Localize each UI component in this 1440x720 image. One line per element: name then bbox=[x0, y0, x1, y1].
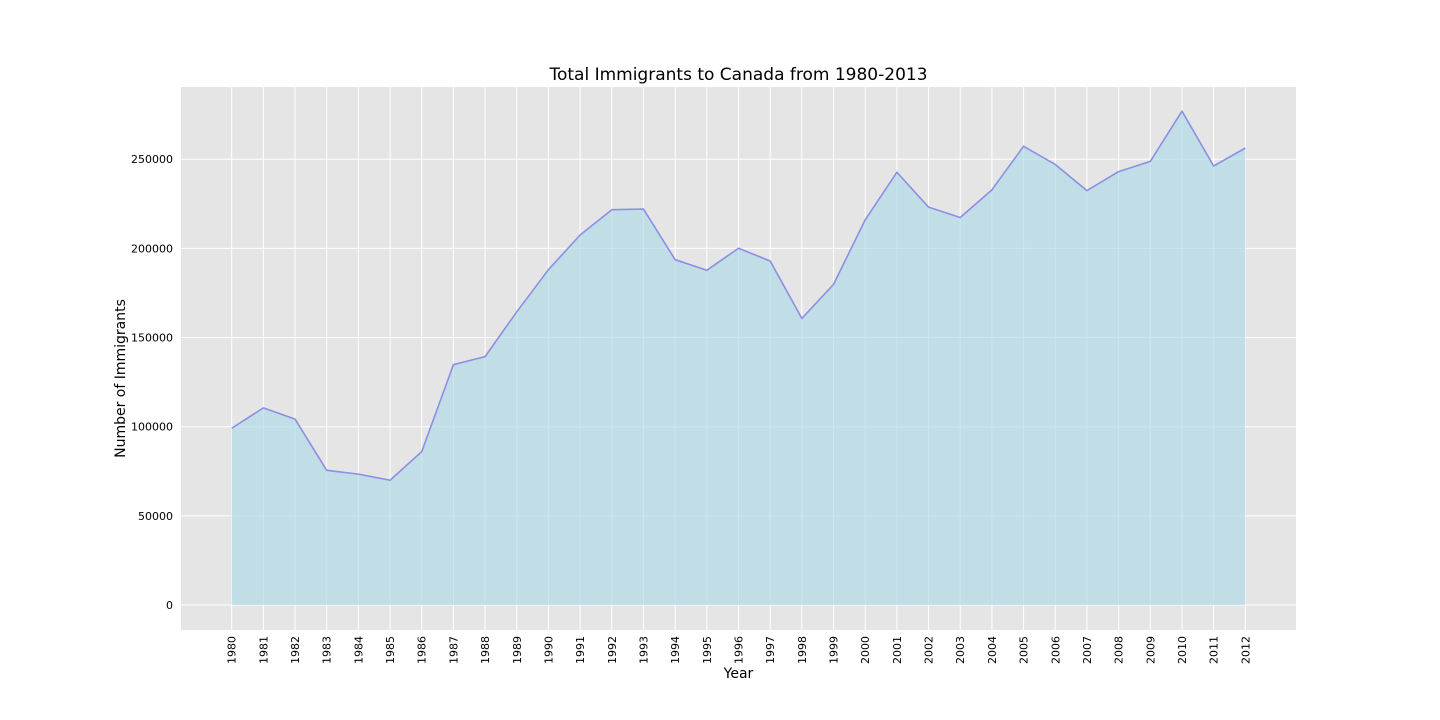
x-tick-label: 1991 bbox=[574, 636, 587, 664]
x-tick-label: 2011 bbox=[1208, 636, 1221, 664]
x-tick-label: 2012 bbox=[1239, 636, 1252, 664]
x-tick-label: 1996 bbox=[733, 636, 746, 664]
x-tick-label: 2000 bbox=[859, 636, 872, 664]
x-tick-label: 2006 bbox=[1049, 636, 1062, 664]
area-fill bbox=[231, 111, 1246, 606]
x-tick-label: 1993 bbox=[637, 636, 650, 664]
x-tick-label: 1990 bbox=[542, 636, 555, 664]
x-tick-label: 1987 bbox=[447, 636, 460, 664]
x-tick-label: 1980 bbox=[226, 636, 239, 664]
y-tick-label: 0 bbox=[166, 599, 173, 612]
x-tick-label: 1982 bbox=[289, 636, 302, 664]
x-tick-label: 2004 bbox=[986, 636, 999, 664]
x-tick-label: 1989 bbox=[511, 636, 524, 664]
y-tick-label: 250000 bbox=[131, 153, 173, 166]
x-tick-label: 1994 bbox=[669, 636, 682, 664]
x-tick-label: 1986 bbox=[416, 636, 429, 664]
x-tick-label: 2005 bbox=[1018, 636, 1031, 664]
x-tick-label: 2001 bbox=[891, 636, 904, 664]
series-line bbox=[231, 110, 1246, 482]
x-tick-label: 2003 bbox=[954, 636, 967, 664]
y-tick-label: 50000 bbox=[138, 510, 173, 523]
x-tick-label: 1984 bbox=[352, 636, 365, 664]
x-tick-label: 2007 bbox=[1081, 636, 1094, 664]
y-tick-label: 150000 bbox=[131, 332, 173, 345]
x-tick-label: 1995 bbox=[701, 636, 714, 664]
x-tick-label: 2009 bbox=[1144, 636, 1157, 664]
y-tick-label: 100000 bbox=[131, 421, 173, 434]
chart-title: Total Immigrants to Canada from 1980-201… bbox=[548, 65, 927, 85]
x-tick-label: 2010 bbox=[1176, 636, 1189, 664]
x-tick-label: 1981 bbox=[257, 636, 270, 664]
x-tick-label: 1992 bbox=[606, 636, 619, 664]
y-tick-label: 200000 bbox=[131, 242, 173, 255]
x-tick-label: 2008 bbox=[1113, 636, 1126, 664]
x-tick-label: 1998 bbox=[796, 636, 809, 664]
x-tick-label: 1999 bbox=[828, 636, 841, 664]
x-tick-label: 1988 bbox=[479, 636, 492, 664]
x-tick-labels: 1980 1981 1982 1983 1984 1985 1986 1987 1988 1989… bbox=[226, 636, 1253, 664]
y-axis-title: Number of Immigrants bbox=[113, 299, 129, 458]
x-tick-label: 1997 bbox=[764, 636, 777, 664]
series-layer bbox=[231, 110, 1246, 606]
x-tick-label: 2002 bbox=[923, 636, 936, 664]
y-tick-labels: 0 50000 100000 150000 200000 250000 bbox=[131, 153, 173, 612]
x-tick-label: 1985 bbox=[384, 636, 397, 664]
x-tick-label: 1983 bbox=[321, 636, 334, 664]
x-axis-title: Year bbox=[723, 666, 754, 682]
